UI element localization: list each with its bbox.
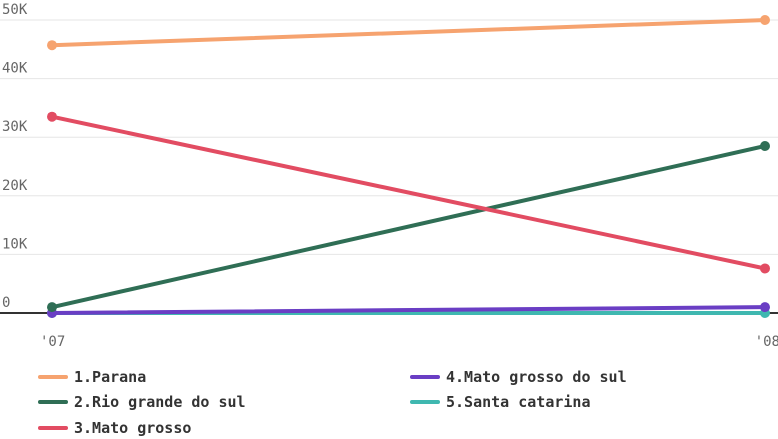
data-point[interactable] (47, 111, 57, 122)
series-path (50, 18, 767, 48)
data-point[interactable] (760, 15, 770, 25)
y-tick-label: 30K (2, 119, 28, 135)
legend-item-parana[interactable]: 1.Parana (38, 366, 146, 388)
legend-label: 5.Santa catarina (446, 393, 591, 411)
y-tick-label: 20K (2, 178, 28, 194)
legend-label: 3.Mato grosso (74, 419, 192, 437)
series-line (47, 111, 770, 274)
series-line (47, 140, 770, 313)
data-point[interactable] (760, 140, 770, 151)
y-tick-label: 10K (2, 236, 28, 252)
x-axis-ticks: '07 '08 (40, 334, 778, 350)
legend-swatch (410, 400, 440, 404)
legend: 1.Parana 2.Rio grande do sul 3.Mato gros… (0, 362, 778, 437)
series-path (50, 143, 767, 310)
grid-lines (0, 19, 778, 255)
legend-label: 2.Rio grande do sul (74, 393, 246, 411)
legend-label: 1.Parana (74, 368, 147, 386)
data-point[interactable] (47, 40, 57, 51)
y-tick-label: 40K (2, 61, 28, 77)
legend-label: 4.Mato grosso do sul (446, 368, 627, 386)
data-point[interactable] (47, 302, 57, 313)
legend-item-rio-grande-do-sul[interactable]: 2.Rio grande do sul (38, 391, 246, 413)
legend-item-mato-grosso-do-sul[interactable]: 4.Mato grosso do sul (410, 366, 627, 388)
y-tick-label: 0 (2, 295, 10, 311)
x-tick-label: '07 (40, 334, 65, 350)
legend-swatch (38, 400, 68, 404)
legend-item-santa-catarina[interactable]: 5.Santa catarina (410, 391, 591, 413)
data-point[interactable] (760, 302, 770, 313)
y-tick-label: 50K (2, 2, 28, 18)
y-axis-ticks: 0 10K 20K 30K 40K 50K (2, 2, 28, 311)
legend-swatch (410, 375, 440, 379)
legend-item-mato-grosso[interactable]: 3.Mato grosso (38, 417, 191, 439)
x-tick-label: '08 (755, 334, 778, 350)
series-path (50, 114, 767, 271)
legend-swatch (38, 426, 68, 430)
data-point[interactable] (760, 263, 770, 274)
line-chart: 0 10K 20K 30K 40K 50K '07 '08 (0, 2, 778, 350)
series-line (47, 15, 770, 51)
series-path (50, 305, 767, 315)
series-line (47, 302, 770, 318)
legend-swatch (38, 375, 68, 379)
series-group (47, 15, 770, 318)
